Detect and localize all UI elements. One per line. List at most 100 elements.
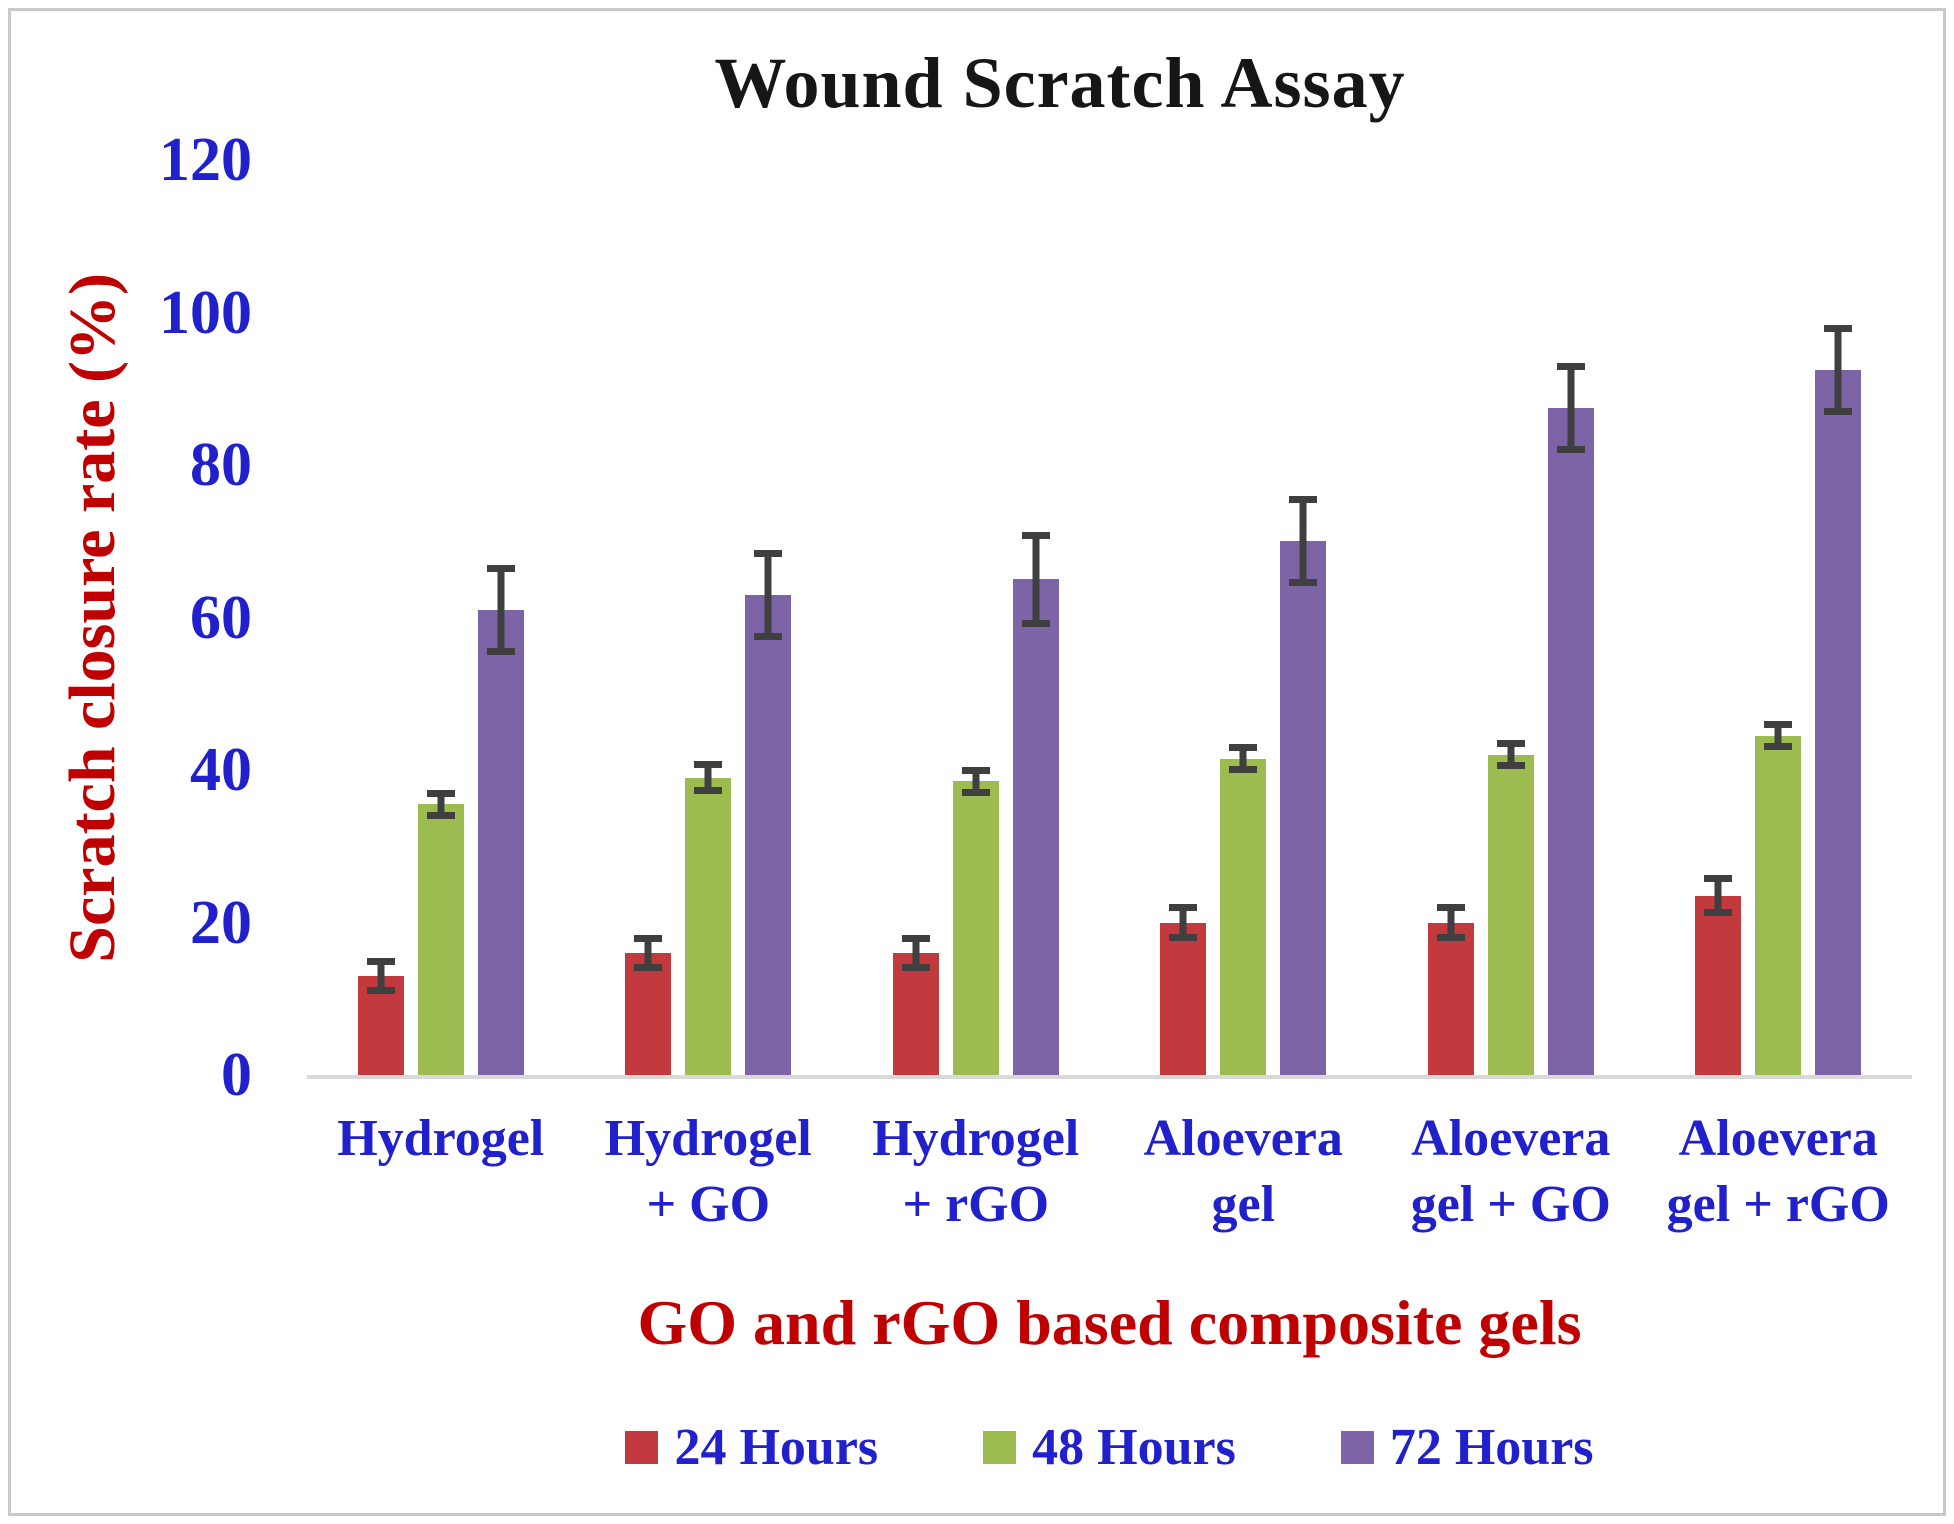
bar-wrap xyxy=(952,767,999,1075)
error-bar-cap-top xyxy=(961,767,990,774)
bar-48-hours xyxy=(1487,754,1534,1075)
y-tick-label: 0 xyxy=(221,1041,252,1109)
error-bar xyxy=(901,934,930,972)
chart-title: Wound Scratch Assay xyxy=(714,43,1406,123)
error-bar-cap-bottom xyxy=(1704,909,1733,917)
error-bar-line xyxy=(1567,365,1575,450)
error-bar-cap-bottom xyxy=(1764,743,1793,751)
error-bar-cap-top xyxy=(754,549,783,557)
bar-group-1 xyxy=(307,160,575,1075)
bar-wrap xyxy=(1755,721,1802,1075)
y-tick-label: 40 xyxy=(190,736,252,804)
error-bar-line xyxy=(1834,327,1842,412)
category-label-1: Hydrogel xyxy=(307,1106,575,1238)
category-label-line: gel + rGO xyxy=(1666,1176,1890,1233)
y-tick-label: 60 xyxy=(190,583,252,652)
error-bar xyxy=(426,789,455,819)
error-bar-cap-bottom xyxy=(426,811,455,819)
error-bar-cap-top xyxy=(426,789,455,797)
bar-24-hours xyxy=(892,953,939,1075)
error-bar xyxy=(754,549,783,640)
bar-group-3 xyxy=(842,160,1110,1075)
y-tick-label: 20 xyxy=(190,888,252,957)
y-tick-label: 80 xyxy=(190,431,252,499)
bar-group-5 xyxy=(1377,160,1645,1075)
bar-wrap xyxy=(1012,532,1059,1075)
error-bar xyxy=(1704,875,1733,917)
error-bar xyxy=(1824,324,1853,415)
error-bar-cap-top xyxy=(1824,324,1853,332)
category-label-line: Hydrogel xyxy=(604,1110,812,1167)
error-bar-cap-bottom xyxy=(1436,933,1465,941)
error-bar-cap-bottom xyxy=(1289,579,1318,587)
error-bar-cap-bottom xyxy=(1229,766,1258,773)
error-bar-cap-top xyxy=(1764,721,1793,729)
error-bar xyxy=(366,957,395,995)
category-label-3: Hydrogel + rGO xyxy=(842,1106,1110,1238)
legend-label: 72 Hours xyxy=(1389,1419,1594,1476)
bar-72-hours xyxy=(477,609,524,1075)
error-bar xyxy=(1556,362,1585,453)
category-label-5: Aloevera gel + GO xyxy=(1377,1106,1645,1238)
error-bar-line xyxy=(1239,747,1247,770)
bar-72-hours xyxy=(1815,369,1862,1075)
category-label-6: Aloevera gel + rGO xyxy=(1645,1106,1913,1238)
y-tick-label: 120 xyxy=(159,126,252,194)
bar-wrap xyxy=(625,934,672,1075)
legend-item-24-hours: 24 Hours xyxy=(625,1418,878,1477)
bar-72-hours xyxy=(1547,407,1594,1075)
error-bar-line xyxy=(1714,878,1722,914)
bar-wrap xyxy=(357,957,404,1075)
x-axis-title: GO and rGO based composite gels xyxy=(637,1287,1582,1358)
bar-wrap xyxy=(1695,875,1742,1075)
error-bar-cap-top xyxy=(366,957,395,965)
category-label-line: + GO xyxy=(646,1176,771,1233)
error-bar-line xyxy=(644,937,652,969)
error-bar-cap-top xyxy=(1229,744,1258,752)
bar-72-hours xyxy=(1012,579,1059,1075)
category-label-line: gel xyxy=(1211,1176,1276,1233)
error-bar-cap-top xyxy=(1289,496,1318,504)
error-bar xyxy=(1229,744,1258,773)
category-label-line: + rGO xyxy=(902,1176,1050,1233)
bar-group-6 xyxy=(1645,160,1913,1075)
legend-label: 24 Hours xyxy=(674,1419,879,1476)
error-bar-line xyxy=(1447,907,1455,938)
error-bar-line xyxy=(1032,535,1040,624)
error-bar xyxy=(961,767,990,796)
y-axis-tick-labels: 0 20 40 60 80 100 120 xyxy=(100,126,252,1109)
category-label-line: Aloevera xyxy=(1143,1110,1343,1167)
error-bar xyxy=(634,934,663,972)
error-bar-line xyxy=(764,552,772,637)
error-bar-cap-bottom xyxy=(1021,619,1050,627)
bar-group-4 xyxy=(1110,160,1378,1075)
category-label-4: Aloevera gel xyxy=(1110,1106,1378,1238)
bar-24-hours xyxy=(1427,922,1474,1075)
bar-wrap xyxy=(745,549,792,1075)
error-bar-cap-top xyxy=(634,934,663,942)
error-bar-cap-top xyxy=(1021,532,1050,540)
bar-wrap xyxy=(477,564,524,1075)
legend-swatch xyxy=(625,1431,659,1464)
bar-wrap xyxy=(1280,496,1327,1075)
bar-wrap xyxy=(1220,744,1267,1075)
legend-swatch xyxy=(983,1431,1017,1464)
error-bar-line xyxy=(1299,499,1307,584)
error-bar-cap-bottom xyxy=(366,987,395,995)
bar-48-hours xyxy=(417,804,464,1075)
error-bar-cap-top xyxy=(486,564,515,572)
error-bar xyxy=(1496,740,1525,770)
legend-swatch xyxy=(1340,1431,1374,1464)
error-bar-cap-bottom xyxy=(1556,445,1585,453)
x-axis-line xyxy=(307,1075,1912,1079)
error-bar-line xyxy=(1179,907,1187,938)
error-bar-cap-bottom xyxy=(486,647,515,655)
bar-group-2 xyxy=(575,160,843,1075)
error-bar-line xyxy=(972,770,980,793)
category-label-line: Aloevera xyxy=(1411,1110,1611,1167)
bar-24-hours xyxy=(1160,922,1207,1075)
y-tick-label: 100 xyxy=(159,278,252,347)
error-bar xyxy=(1436,904,1465,941)
x-axis-category-labels: Hydrogel Hydrogel + GO Hydrogel + rGO Aloever… xyxy=(307,1106,1912,1238)
